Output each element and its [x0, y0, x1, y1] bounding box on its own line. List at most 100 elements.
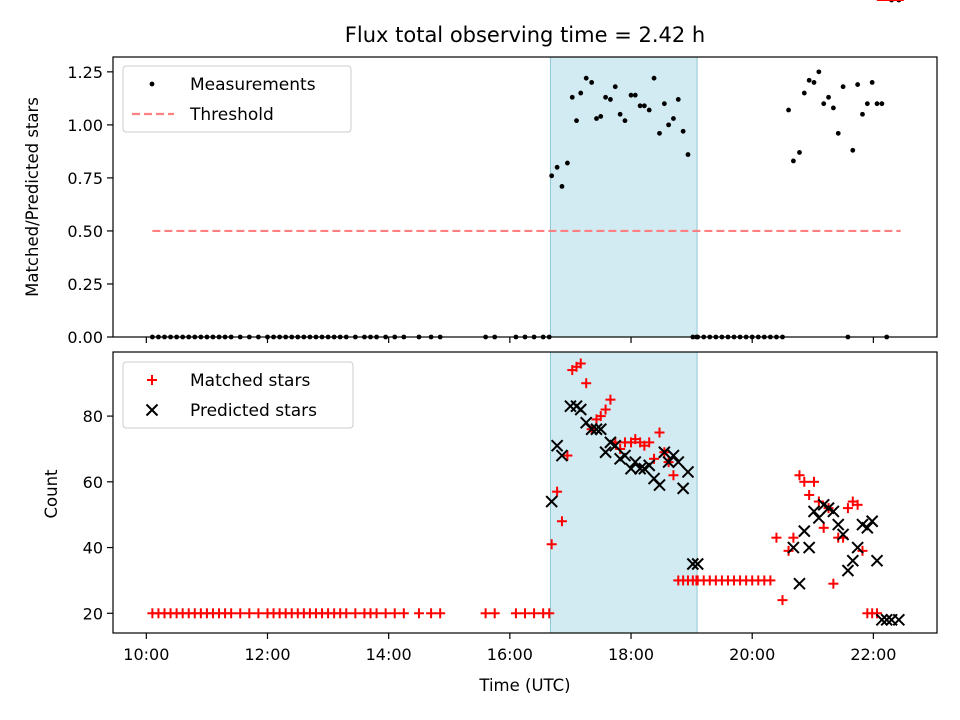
- matched-star-point: [235, 608, 246, 619]
- measurement-point: [874, 101, 880, 107]
- predicted-star-point-b: [846, 554, 859, 567]
- measurement-point: [830, 105, 836, 111]
- predicted-star-point-b: [590, 423, 603, 436]
- matched-star-point: [544, 608, 555, 619]
- predicted-star-point-b: [618, 449, 632, 462]
- measurement-point: [666, 122, 671, 128]
- measurement-point: [864, 101, 870, 107]
- predicted-star-point-b: [642, 459, 656, 472]
- matched-star-point: [872, 608, 883, 619]
- matched-star-point: [813, 496, 824, 507]
- predicted-star-point-b: [832, 518, 845, 531]
- y-tick-label: 20: [83, 604, 103, 623]
- measurement-point: [554, 164, 560, 170]
- predicted-star-point: [550, 439, 564, 452]
- y-tick-label: 40: [83, 539, 103, 558]
- matched-star-point: [480, 608, 491, 619]
- predicted-star-point-b: [647, 472, 661, 485]
- predicted-star-point-b: [817, 498, 830, 512]
- predicted-star-point-b: [574, 403, 587, 416]
- matched-star-point: [765, 575, 776, 586]
- x-tick-label: 10:00: [123, 645, 169, 664]
- predicted-star-point-b: [793, 577, 806, 590]
- predicted-star-point: [686, 557, 700, 571]
- matched-star-point: [520, 608, 530, 619]
- matched-star-point: [371, 608, 382, 619]
- legend-label: Threshold: [189, 105, 274, 125]
- panel-frame: [112, 56, 938, 338]
- predicted-star-point-b: [851, 541, 864, 554]
- predicted-star-point-b: [599, 446, 612, 459]
- predicted-star-point-b: [555, 449, 569, 462]
- measurement-point: [661, 101, 667, 107]
- predicted-star-point: [832, 518, 845, 531]
- predicted-star-point-b: [579, 416, 593, 429]
- predicted-star-point-b: [691, 557, 704, 571]
- measurement-point: [671, 116, 676, 121]
- measurement-point: [685, 152, 691, 157]
- measurement-point: [574, 118, 579, 124]
- matched-star-point: [398, 608, 409, 619]
- predicted-star-point-b: [658, 446, 671, 459]
- matched-star-point: [380, 608, 391, 619]
- predicted-star-point-b: [686, 557, 700, 571]
- matched-star-point: [556, 516, 567, 527]
- predicted-star-point: [691, 557, 704, 571]
- y-tick-label: 0.25: [67, 275, 103, 294]
- measurement-point: [632, 92, 638, 98]
- matched-star-point: [595, 411, 606, 422]
- predicted-star-point: [865, 515, 879, 528]
- x-tick-label: 14:00: [366, 645, 412, 664]
- legend-count: Matched stars Predicted stars: [122, 361, 354, 429]
- predicted-star-point: [676, 482, 690, 495]
- matched-star-point: [581, 378, 592, 389]
- measurement-point: [791, 158, 796, 164]
- predicted-star-point-b: [861, 521, 874, 535]
- measurement-point: [860, 111, 865, 117]
- x-tick-label: 12:00: [244, 645, 290, 664]
- predicted-star-point: [624, 462, 638, 475]
- y-tick-label: 1.25: [67, 63, 103, 82]
- predicted-star-point-b: [629, 455, 642, 469]
- predicted-star-point-b: [676, 482, 690, 495]
- y-tick-label: 80: [83, 407, 103, 426]
- y-axis-label-count: Count: [42, 469, 61, 519]
- top-panel-ticks: 0.00 0.25 0.50 0.75 1.00 1.25: [67, 63, 874, 347]
- measurement-point: [811, 80, 817, 85]
- predicted-star-point-b: [653, 478, 666, 492]
- predicted-star-point: [861, 521, 874, 535]
- predicted-star-point: [629, 455, 642, 469]
- predicted-star-point: [870, 554, 884, 567]
- matched-star-point: [529, 608, 540, 619]
- predicted-star-point: [662, 455, 675, 469]
- predicted-star-point-b: [836, 528, 850, 541]
- legend-label: Matched stars: [190, 371, 310, 391]
- matched-star-point: [600, 404, 611, 415]
- measurement-point: [594, 116, 599, 121]
- measurement-point: [608, 97, 613, 102]
- matched-star-point: [799, 476, 810, 487]
- measurement-point: [826, 94, 831, 100]
- matched-star-point: [804, 489, 815, 500]
- y-tick-label: 0.00: [67, 328, 103, 347]
- matched-star-point: [771, 532, 782, 543]
- predicted-star-point-b: [807, 505, 821, 518]
- predicted-star-point-b: [880, 613, 893, 627]
- panel-frames: [112, 56, 938, 634]
- predicted-star-point: [807, 505, 821, 518]
- measurement-point: [651, 75, 657, 81]
- matched-star-point: [828, 578, 839, 589]
- matched-star-point: [552, 486, 563, 497]
- measurement-point: [675, 97, 681, 102]
- matched-star-point: [413, 608, 424, 619]
- x-axis-label: Time (UTC): [478, 676, 570, 695]
- measurement-point: [569, 94, 575, 100]
- legend-label: Predicted stars: [190, 401, 317, 421]
- matched-star-point: [794, 470, 805, 481]
- legends: Measurements Threshold Matched stars Predic…: [122, 65, 354, 429]
- y-axis-label-ratio: Matched/Predicted stars: [23, 97, 42, 297]
- predicted-star-point: [585, 423, 598, 436]
- predicted-star-point: [672, 455, 685, 469]
- predicted-star-point-b: [865, 515, 879, 528]
- measurement-point: [583, 75, 589, 81]
